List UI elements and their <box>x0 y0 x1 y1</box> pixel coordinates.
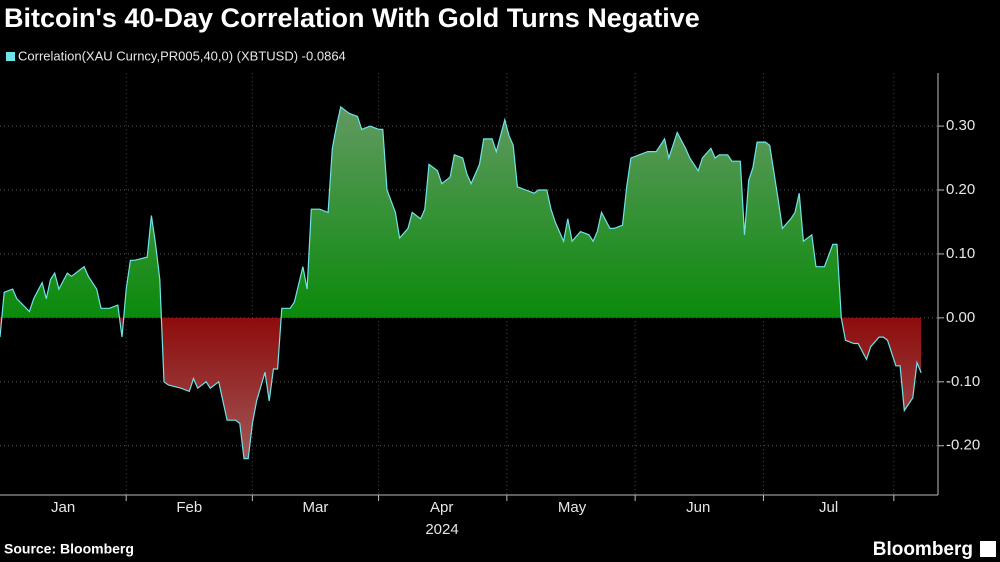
x-tick-label: Mar <box>303 499 329 516</box>
x-tick-label: Jul <box>819 499 838 516</box>
y-tick-label: -0.20 <box>946 437 980 454</box>
line <box>0 105 922 460</box>
y-tick-label: -0.10 <box>946 373 980 390</box>
x-tick-label: Feb <box>176 499 202 516</box>
source: Source: Bloomberg <box>4 541 134 557</box>
y-tick-label: 0.10 <box>946 245 975 262</box>
x-tick-label: May <box>558 499 587 516</box>
x-tick-label: Apr <box>430 499 453 516</box>
area-negative <box>0 317 922 459</box>
legend-swatch <box>6 52 15 61</box>
brand: Bloomberg <box>873 539 973 560</box>
x-axis-label: 2024 <box>425 521 458 538</box>
x-tick-label: Jun <box>686 499 710 516</box>
chart-title: Bitcoin's 40-Day Correlation With Gold T… <box>4 3 700 33</box>
legend-label: Correlation(XAU Curncy,PR005,40,0) (XBTU… <box>18 48 346 63</box>
y-tick-label: 0.30 <box>946 117 975 134</box>
y-tick-label: 0.20 <box>946 181 975 198</box>
area-positive <box>1 106 842 318</box>
y-tick-label: 0.00 <box>946 309 975 326</box>
x-tick-label: Jan <box>51 499 75 516</box>
brand-icon <box>980 541 996 557</box>
